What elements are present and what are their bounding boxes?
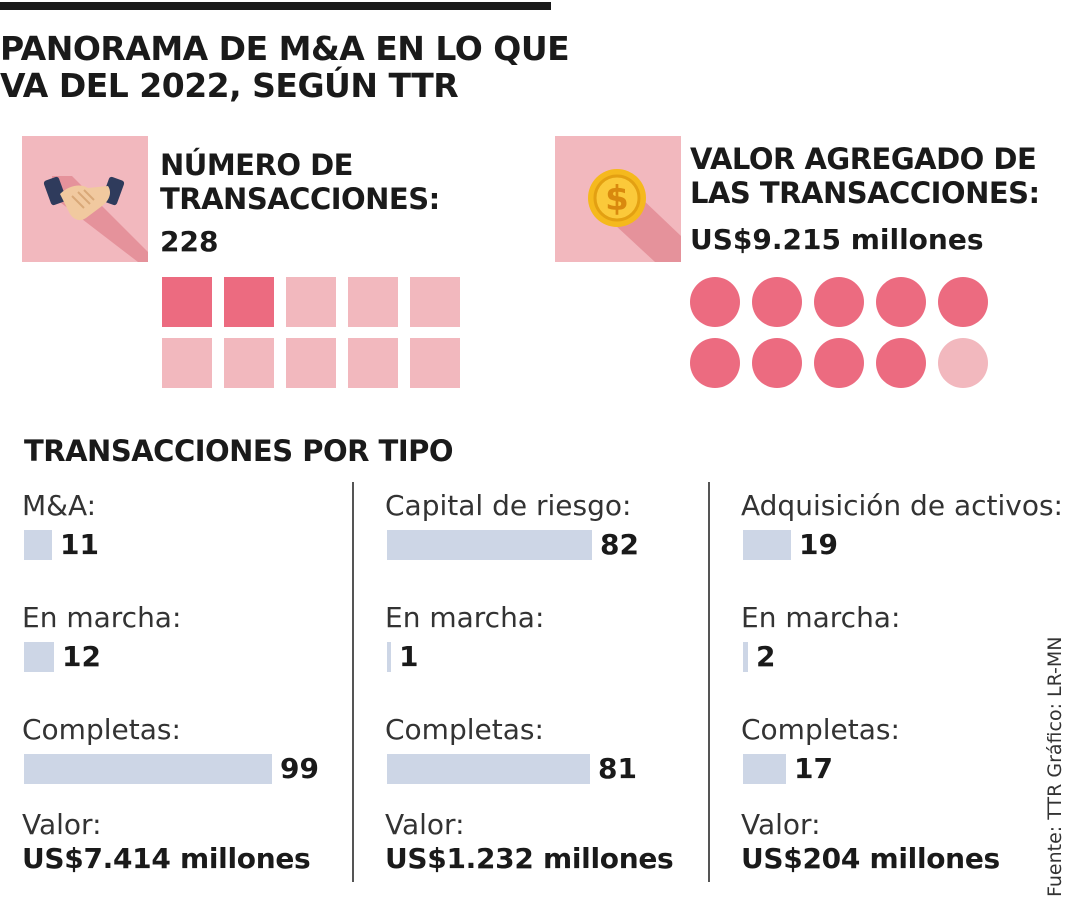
filled-dot xyxy=(814,338,864,388)
bar xyxy=(387,754,590,784)
group-name: M&A: xyxy=(22,489,97,522)
valor-value: US$7.414 millones xyxy=(22,842,311,875)
empty-square xyxy=(162,338,212,388)
empty-square xyxy=(224,338,274,388)
bar-value: 82 xyxy=(600,528,639,561)
group-name: Adquisición de activos: xyxy=(741,489,1063,522)
value-value: US$9.215 millones xyxy=(690,223,984,256)
filled-dot xyxy=(938,277,988,327)
bar-value: 19 xyxy=(799,528,838,561)
filled-dot xyxy=(752,338,802,388)
bar xyxy=(24,530,52,560)
bar-value: 12 xyxy=(62,640,101,673)
empty-square xyxy=(410,277,460,327)
column-divider xyxy=(352,482,354,882)
bar xyxy=(743,754,786,784)
row-label: En marcha: xyxy=(385,601,545,634)
bar xyxy=(24,642,54,672)
handshake-icon xyxy=(22,136,148,262)
row-label: Completas: xyxy=(22,713,181,746)
bar-value: 17 xyxy=(794,752,833,785)
row-label: En marcha: xyxy=(22,601,182,634)
top-rule xyxy=(0,2,551,10)
filled-square xyxy=(162,277,212,327)
row-label: En marcha: xyxy=(741,601,901,634)
valor-value: US$1.232 millones xyxy=(385,842,674,875)
empty-square xyxy=(348,277,398,327)
empty-square xyxy=(410,338,460,388)
column-divider xyxy=(708,482,710,882)
bar-value: 99 xyxy=(280,752,319,785)
bar-value: 2 xyxy=(756,640,776,673)
bar xyxy=(24,754,272,784)
filled-dot xyxy=(876,338,926,388)
transactions-label: NÚMERO DE TRANSACCIONES: xyxy=(160,148,440,216)
row-label: Completas: xyxy=(741,713,900,746)
dollar-coin-icon: $ xyxy=(555,136,681,262)
section-title: TRANSACCIONES POR TIPO xyxy=(24,434,454,468)
group-name: Capital de riesgo: xyxy=(385,489,632,522)
row-label: Completas: xyxy=(385,713,544,746)
value-label: VALOR AGREGADO DE LAS TRANSACCIONES: xyxy=(690,142,1040,210)
svg-text:$: $ xyxy=(605,179,629,219)
filled-dot xyxy=(690,277,740,327)
empty-square xyxy=(286,277,336,327)
bar-value: 81 xyxy=(598,752,637,785)
bar-value: 1 xyxy=(399,640,419,673)
filled-dot xyxy=(752,277,802,327)
bar xyxy=(743,642,748,672)
filled-dot xyxy=(876,277,926,327)
valor-label: Valor: xyxy=(741,808,821,841)
filled-dot xyxy=(690,338,740,388)
valor-value: US$204 millones xyxy=(741,842,1000,875)
bar xyxy=(743,530,791,560)
valor-label: Valor: xyxy=(22,808,102,841)
transactions-value: 228 xyxy=(160,225,219,258)
bar xyxy=(387,642,391,672)
source-credit: Fuente: TTR Gráfico: LR-MN xyxy=(1044,636,1066,898)
filled-square xyxy=(224,277,274,327)
valor-label: Valor: xyxy=(385,808,465,841)
empty-square xyxy=(348,338,398,388)
filled-dot xyxy=(814,277,864,327)
page-title: PANORAMA DE M&A EN LO QUE VA DEL 2022, S… xyxy=(0,29,570,105)
empty-dot xyxy=(938,338,988,388)
bar xyxy=(387,530,592,560)
empty-square xyxy=(286,338,336,388)
bar-value: 11 xyxy=(60,528,99,561)
